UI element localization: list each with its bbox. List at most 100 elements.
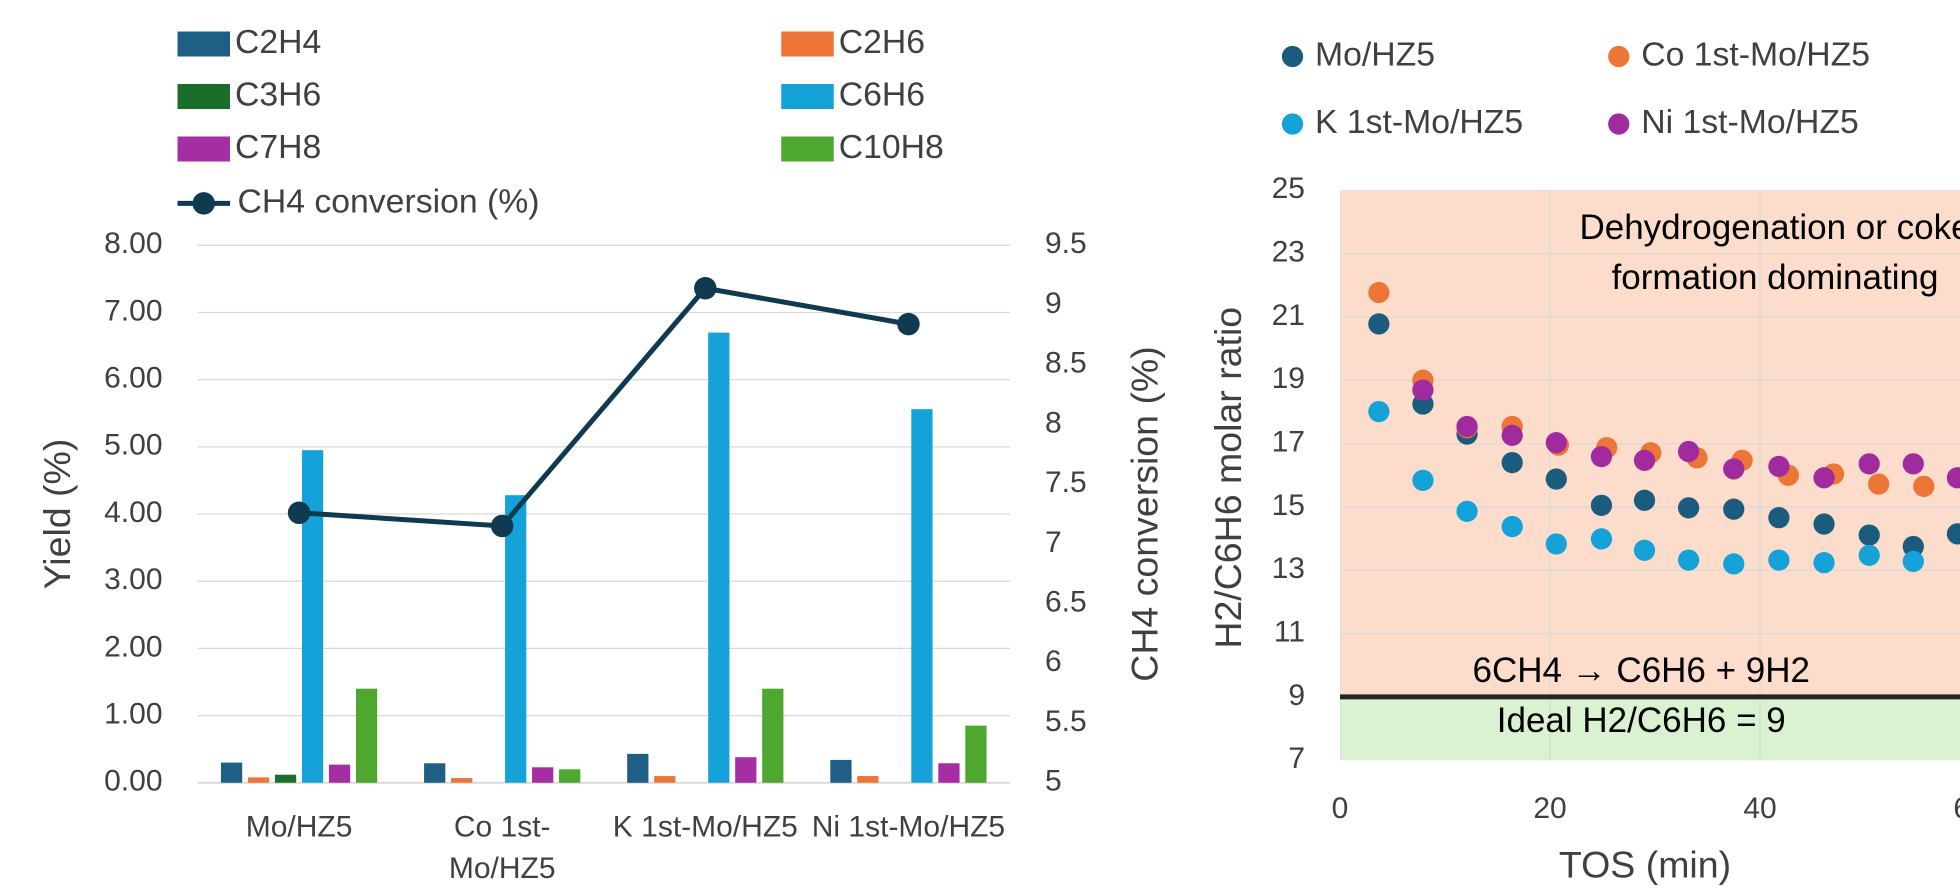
y-tick-label: 3.00	[104, 563, 162, 596]
scatter-point	[1590, 445, 1613, 468]
line-series	[298, 285, 909, 529]
y-tick-label: 6.00	[104, 362, 162, 395]
y-tick-label: 25	[1272, 172, 1305, 205]
legend-swatch	[781, 136, 834, 162]
y-tick-label: 13	[1272, 552, 1305, 585]
scatter-point	[1723, 553, 1745, 575]
scatter-point	[1902, 453, 1924, 475]
bar	[328, 764, 351, 783]
legend-label: C3H6	[235, 75, 321, 113]
bar	[708, 332, 730, 783]
line-marker	[897, 312, 920, 336]
scatter-point	[1633, 449, 1656, 471]
y-tick-label: 19	[1272, 362, 1305, 395]
y2-tick-label: 5	[1045, 765, 1062, 798]
legend-label: Ni 1st-Mo/HZ5	[1641, 103, 1859, 141]
legend-label: Mo/HZ5	[1315, 35, 1435, 73]
legend-label: C2H6	[839, 23, 925, 61]
scatter-point	[1545, 533, 1567, 555]
x-tick-label: 60	[1953, 792, 1960, 825]
y2-tick-label: 8	[1045, 406, 1062, 439]
scatter-point	[1590, 528, 1613, 550]
bar	[424, 763, 446, 783]
scatter-point	[1456, 415, 1478, 438]
y-tick-label: 2.00	[104, 630, 162, 663]
scatter-point	[1456, 500, 1478, 522]
legend-label: C7H8	[235, 128, 321, 166]
x-tick-label: K 1st-Mo/HZ5	[612, 810, 798, 844]
scatter-point	[1368, 313, 1390, 335]
scatter-point	[1858, 524, 1880, 546]
y2-tick-label: 8.5	[1045, 347, 1087, 380]
scatter-point	[1913, 475, 1935, 497]
bar	[220, 762, 243, 783]
legend-marker	[1281, 45, 1304, 68]
bar	[274, 774, 297, 783]
bar	[532, 767, 554, 783]
legend-swatch	[177, 136, 230, 162]
y-axis-title: H2/C6H6 molar ratio	[1207, 307, 1249, 649]
scatter-point	[1368, 400, 1390, 423]
y-tick-label: 7.00	[104, 294, 162, 327]
legend-swatch	[177, 84, 230, 109]
scatter-point	[1545, 468, 1567, 490]
legend-label: C6H6	[839, 75, 925, 113]
scatter-point	[1633, 489, 1656, 511]
y-tick-label: 15	[1272, 489, 1305, 522]
y-axis-title: Yield (%)	[36, 439, 78, 590]
bar	[654, 776, 676, 783]
legend-swatch	[177, 31, 230, 57]
bar	[247, 777, 270, 783]
plot-area	[1340, 190, 1960, 761]
scatter-point	[1633, 539, 1656, 561]
scatter-point	[1946, 467, 1960, 489]
scatter-point	[1368, 281, 1390, 304]
bar	[965, 725, 987, 783]
scatter-point	[1412, 379, 1434, 401]
y-tick-label: 17	[1272, 426, 1305, 459]
y-tick-label: 9	[1288, 679, 1305, 712]
y2-tick-label: 7	[1045, 526, 1062, 559]
bar	[830, 759, 852, 783]
scatter-point	[1858, 453, 1880, 475]
y-tick-label: 21	[1272, 299, 1305, 332]
line-marker	[490, 514, 514, 538]
legend-label: K 1st-Mo/HZ5	[1315, 103, 1523, 141]
x-tick-label-box: K 1st-Mo/HZ5	[612, 810, 798, 844]
legend-swatch	[781, 31, 834, 57]
y-tick-label: 8.00	[104, 227, 162, 260]
y-tick-label: 7	[1288, 742, 1305, 775]
scatter-point	[1813, 467, 1835, 489]
x-tick-label: Co 1st-Mo/HZ5	[448, 810, 556, 886]
legend-label: CH4 conversion (%)	[238, 182, 540, 220]
scatter-point	[1868, 473, 1890, 495]
scatter-point	[1501, 424, 1523, 446]
scatter-point	[1858, 544, 1880, 566]
bar	[938, 763, 960, 783]
y2-tick-label: 6.5	[1045, 586, 1087, 619]
y-tick-label: 11	[1274, 616, 1305, 649]
scatter-point	[1723, 498, 1745, 520]
legend-marker	[192, 192, 215, 215]
bar	[505, 495, 527, 783]
legend-swatch	[781, 84, 834, 109]
y2-tick-label: 5.5	[1045, 705, 1087, 738]
y-tick-label: 4.00	[104, 496, 162, 529]
annotation: 6CH4 → C6H6 + 9H2	[1472, 651, 1810, 690]
bar	[735, 757, 757, 783]
scatter-point	[1501, 515, 1523, 538]
scatter-point	[1723, 458, 1745, 480]
scatter-point	[1768, 549, 1790, 571]
y-tick-label: 5.00	[104, 429, 162, 462]
legend-marker	[1281, 113, 1304, 135]
scatter-point	[1412, 469, 1434, 491]
scatter-point	[1545, 432, 1567, 454]
legend-label: C10H8	[839, 128, 944, 166]
bar	[559, 769, 581, 783]
bar	[762, 688, 784, 783]
line-marker	[287, 501, 311, 525]
x-tick-label: 40	[1743, 792, 1776, 825]
x-tick-label: 0	[1332, 792, 1349, 825]
scatter-point	[1768, 507, 1790, 529]
